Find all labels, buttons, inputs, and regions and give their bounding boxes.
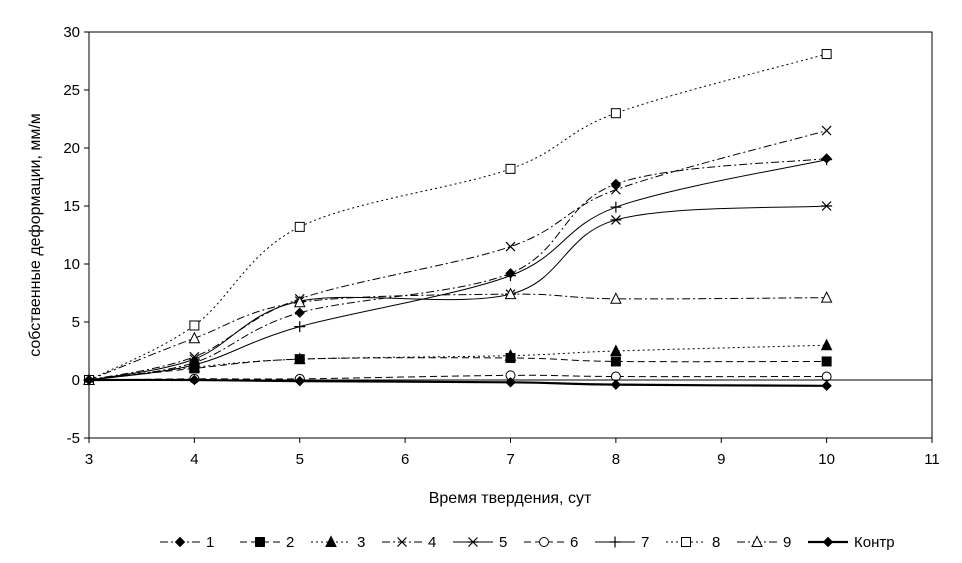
data-point xyxy=(294,307,305,318)
data-point xyxy=(189,320,200,331)
x-tick-label: 10 xyxy=(818,451,835,468)
legend-marker xyxy=(609,536,621,548)
data-point xyxy=(610,344,622,356)
x-tick-label: 5 xyxy=(296,451,304,468)
data-point xyxy=(188,354,200,365)
legend-item-2: 2 xyxy=(240,534,294,551)
x-tick-label: 7 xyxy=(506,451,514,468)
legend-label: 2 xyxy=(286,534,294,551)
data-point xyxy=(610,201,622,213)
data-point xyxy=(188,331,201,344)
legend-item-1: 1 xyxy=(160,534,214,551)
legend-marker xyxy=(822,536,834,548)
series-line xyxy=(88,378,827,387)
x-tick-label: 11 xyxy=(924,451,940,468)
data-point xyxy=(505,163,516,174)
data-point xyxy=(821,380,832,392)
series-line xyxy=(88,205,827,381)
data-point xyxy=(820,338,833,351)
x-tick-label: 8 xyxy=(612,451,620,468)
data-point xyxy=(293,352,306,365)
legend-label: 9 xyxy=(783,534,791,551)
x-axis-title: Время твердения, сут xyxy=(429,490,592,507)
data-point xyxy=(821,201,833,211)
data-point xyxy=(820,291,833,303)
legend-label: Контр xyxy=(854,534,895,551)
x-tick-label: 4 xyxy=(190,451,198,468)
data-point xyxy=(821,154,833,166)
y-tick-label: 5 xyxy=(72,314,80,331)
legend-marker xyxy=(539,537,549,547)
series-7 xyxy=(83,154,833,386)
y-tick-label: 0 xyxy=(72,372,80,389)
x-tick-label: 3 xyxy=(85,451,93,468)
series-8 xyxy=(84,49,832,385)
y-tick-label: -5 xyxy=(67,430,80,447)
series-layer xyxy=(83,49,833,392)
legend-item-8: 8 xyxy=(666,534,720,551)
data-point xyxy=(293,295,306,308)
y-axis-title: собственные деформации, мм/м xyxy=(27,113,44,357)
y-tick-label: 25 xyxy=(63,82,80,99)
data-point xyxy=(821,356,832,367)
data-point xyxy=(610,214,622,225)
legend-marker xyxy=(325,535,337,547)
series-10 xyxy=(83,374,832,392)
data-point xyxy=(610,108,621,119)
data-point xyxy=(610,178,622,190)
legend-marker xyxy=(174,536,186,548)
data-point xyxy=(610,379,622,390)
series-line xyxy=(88,53,827,381)
legend-label: 8 xyxy=(712,534,720,551)
legend-item-3: 3 xyxy=(311,534,365,551)
legend-label: 3 xyxy=(357,534,365,551)
x-tick-label: 9 xyxy=(717,451,725,468)
y-tick-label: 30 xyxy=(63,24,80,41)
series-line xyxy=(88,344,827,381)
legend-item-10: Контр xyxy=(808,534,895,551)
legend-item-4: 4 xyxy=(382,534,436,551)
data-point xyxy=(504,287,517,300)
y-tick-label: 20 xyxy=(63,140,80,157)
data-point xyxy=(504,349,517,361)
legend-marker xyxy=(397,537,407,547)
series-line xyxy=(88,159,827,381)
series-4 xyxy=(84,125,832,385)
legend-item-5: 5 xyxy=(453,534,507,551)
legend-label: 5 xyxy=(499,534,507,551)
data-point xyxy=(610,356,621,367)
y-tick-label: 15 xyxy=(63,198,80,215)
data-point xyxy=(505,270,516,282)
data-point xyxy=(610,184,621,195)
legend: 1 2 3 4 5 6 7 8 9 Контр xyxy=(160,534,895,551)
series-1 xyxy=(83,153,832,386)
legend-marker xyxy=(751,535,763,547)
legend-item-6: 6 xyxy=(524,534,578,551)
data-point xyxy=(505,241,516,252)
legend-marker xyxy=(467,537,479,547)
legend-item-7: 7 xyxy=(595,534,649,551)
legend-marker xyxy=(255,537,265,547)
legend-label: 1 xyxy=(206,534,214,551)
legend-item-9: 9 xyxy=(737,534,791,551)
data-point xyxy=(821,49,832,60)
data-point xyxy=(294,221,305,232)
legend-marker xyxy=(681,537,691,547)
data-point xyxy=(610,292,622,304)
x-tick-label: 6 xyxy=(401,451,409,468)
series-5 xyxy=(83,201,833,385)
legend-label: 7 xyxy=(641,534,649,551)
axes-layer: -5 0 5 10 15 20 25 30 3 4 5 6 7 8 9 10 11 xyxy=(63,24,939,468)
data-point xyxy=(821,125,832,136)
data-point xyxy=(188,359,200,371)
series-line xyxy=(88,157,827,381)
legend-label: 4 xyxy=(428,534,436,551)
y-tick-label: 10 xyxy=(63,256,80,273)
data-point xyxy=(294,321,306,333)
legend-label: 6 xyxy=(570,534,578,551)
